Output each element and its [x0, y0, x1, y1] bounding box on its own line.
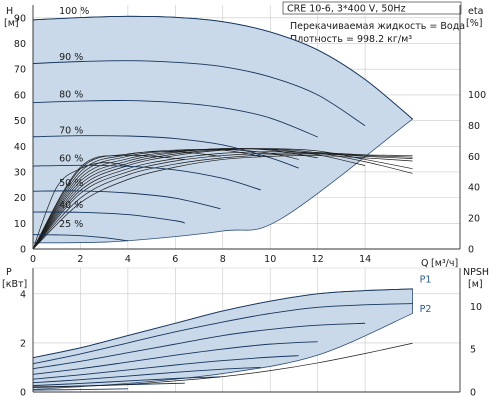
- h-tick-label: 0: [20, 245, 26, 256]
- head-curve: [32, 15, 413, 120]
- eta-tick-label: 100: [468, 90, 486, 101]
- speed-label: 90 %: [59, 52, 83, 63]
- p-tick-label: 0: [20, 388, 26, 399]
- speed-label: 60 %: [59, 154, 83, 165]
- eta-tick-label: 60: [468, 152, 480, 163]
- head-chart-panel: H [м] eta [%] Q [м³/ч] 01020304050607080…: [4, 5, 486, 269]
- model-box: [282, 1, 462, 15]
- y2-axis-symbol-eta: eta: [468, 6, 483, 17]
- head-curve: [32, 190, 221, 210]
- y-axis-symbol-h: H: [6, 6, 13, 17]
- q-tick-label: 14: [359, 254, 371, 265]
- efficiency-curve: [32, 154, 185, 250]
- power-curve-label: P2: [420, 304, 432, 315]
- h-tick-label: 80: [14, 39, 26, 50]
- head-curve: [32, 234, 128, 242]
- q-tick-label: 2: [77, 254, 83, 265]
- model-title: CRE 10-6, 3*400 V, 50Hz: [287, 4, 406, 15]
- q-tick-label: 10: [264, 254, 276, 265]
- h-tick-label: 20: [14, 193, 26, 204]
- x-axis-unit-q: [м³/ч]: [431, 258, 458, 269]
- p-tick-label: 2: [20, 338, 26, 349]
- h-tick-label: 40: [14, 142, 26, 153]
- density-label: Плотность = 998.2 кг/м³: [290, 34, 412, 45]
- y2-axis-symbol-npsh: NPSH: [463, 267, 489, 278]
- npsh-curve: [32, 342, 413, 388]
- head-curve: [32, 60, 366, 127]
- speed-label: 100 %: [59, 6, 89, 17]
- q-tick-label: 4: [125, 254, 131, 265]
- head-curve: [32, 135, 299, 169]
- efficiency-curve: [32, 162, 128, 250]
- h-tick-label: 70: [14, 65, 26, 76]
- speed-label: 50 %: [59, 178, 83, 189]
- h-tick-label: 30: [14, 167, 26, 178]
- npsh-tick-label: 10: [470, 302, 482, 313]
- power-curve: [32, 341, 318, 375]
- eta-tick-label: 20: [468, 214, 480, 225]
- eta-tick-label: 40: [468, 183, 480, 194]
- head-operating-envelope: [32, 15, 414, 244]
- q-tick-label: 0: [30, 254, 36, 265]
- speed-label: 25 %: [59, 219, 83, 230]
- power-curve-label: P1: [420, 275, 432, 286]
- power-curve: [32, 388, 128, 391]
- speed-label: 40 %: [59, 200, 83, 211]
- speed-label: 80 %: [59, 89, 83, 100]
- eta-tick-label: 80: [468, 121, 480, 132]
- speed-label: 70 %: [59, 125, 83, 136]
- x-axis-symbol-q: Q: [421, 258, 428, 269]
- h-tick-label: 90: [14, 13, 26, 24]
- q-tick-label: 8: [220, 254, 226, 265]
- efficiency-curve: [32, 152, 413, 250]
- q-tick-label: 6: [172, 254, 178, 265]
- info-box: CRE 10-6, 3*400 V, 50Hz Перекачиваемая ж…: [282, 1, 465, 45]
- npsh-tick-label: 0: [470, 388, 476, 399]
- y2-axis-unit-eta: [%]: [466, 18, 482, 29]
- power-curve: [32, 288, 413, 359]
- efficiency-curve: [32, 155, 413, 250]
- efficiency-curve: [32, 153, 413, 250]
- head-curve: [32, 211, 185, 224]
- h-tick-label: 10: [14, 219, 26, 230]
- power-chart-panel: P [кВт] NPSH [м] 0 2 4 0 5 10 P1 P2: [2, 267, 489, 399]
- y2-axis-unit-npsh: [м]: [468, 279, 483, 290]
- npsh-tick-label: 5: [470, 345, 476, 356]
- power-curve: [32, 367, 261, 384]
- h-tick-label: 60: [14, 90, 26, 101]
- y-axis-unit-p: [кВт]: [2, 279, 27, 290]
- efficiency-curve: [32, 151, 221, 250]
- power-curve: [32, 322, 366, 370]
- power-curve: [32, 376, 221, 387]
- eta-tick-label: 0: [468, 245, 474, 256]
- head-curve: [32, 100, 318, 138]
- power-curve: [32, 355, 299, 380]
- power-curve: [32, 303, 413, 365]
- head-curve: [32, 164, 261, 191]
- h-tick-label: 50: [14, 116, 26, 127]
- liquid-label: Перекачиваемая жидкость = Вода: [290, 21, 465, 32]
- efficiency-curve: [32, 151, 413, 250]
- y-axis-symbol-p: P: [6, 267, 12, 278]
- y-axis-unit-h: [м]: [4, 18, 19, 29]
- p-tick-label: 4: [20, 289, 26, 300]
- q-tick-label: 12: [312, 254, 324, 265]
